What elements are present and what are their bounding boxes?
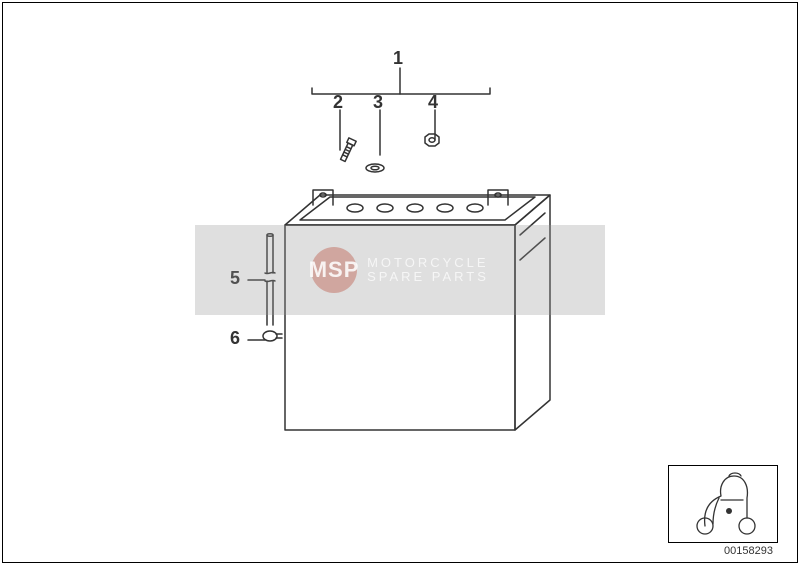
diagram-canvas: 1 2 3 4 5 6 MSP MOTORCYCLE SPARE PARTS (0, 0, 800, 565)
watermark-logo-text: MSP (309, 257, 360, 283)
callout-6: 6 (230, 328, 240, 349)
watermark: MSP MOTORCYCLE SPARE PARTS (195, 225, 605, 315)
scooter-icon (669, 466, 779, 544)
watermark-line2: SPARE PARTS (367, 270, 489, 284)
watermark-line1: MOTORCYCLE (367, 256, 489, 270)
thumbnail-box (668, 465, 778, 543)
callout-3: 3 (373, 92, 383, 113)
callout-4: 4 (428, 92, 438, 113)
callout-2: 2 (333, 92, 343, 113)
reference-number: 00158293 (724, 545, 773, 557)
callout-1: 1 (393, 48, 403, 69)
